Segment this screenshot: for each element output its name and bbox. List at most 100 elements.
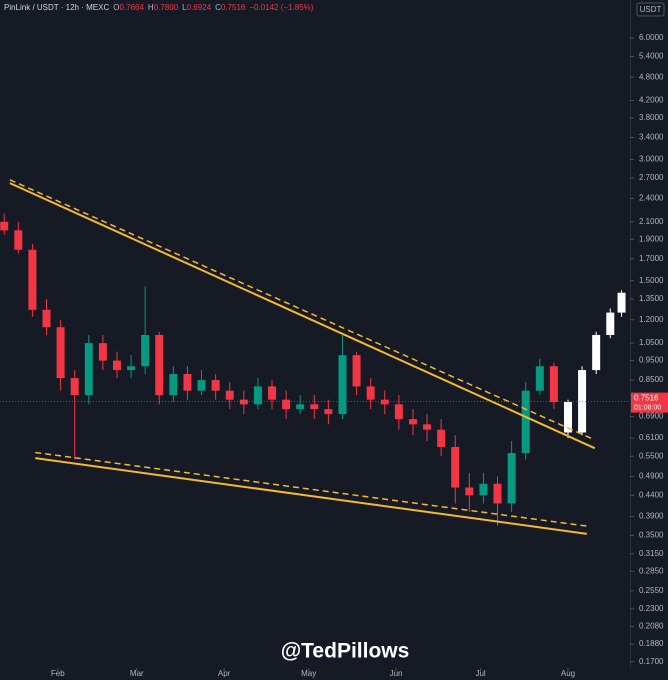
candle-body [14,230,23,250]
candle-body [127,366,136,371]
y-tick-label: 4.8000 [639,72,664,81]
candle-body [169,374,178,396]
y-tick-label: 0.6100 [639,433,664,442]
candle-body [253,386,262,405]
y-tick-label: 0.8500 [639,375,664,384]
candle-body [42,309,51,328]
candle-body [521,390,530,454]
currency[interactable]: USDT [640,5,662,14]
symbol: PinLink / USDT · 12h · MEXC [4,3,109,12]
candle-body [592,334,601,371]
candle-body [310,404,319,410]
y-tick-label: 1.0500 [639,338,664,347]
candle-body [549,366,558,402]
y-tick-label: 0.1700 [639,657,664,666]
y-tick-label: 0.4900 [639,472,664,481]
y-tick-label: 5.4000 [639,52,664,61]
candle-body [324,409,333,415]
candle-body [296,404,305,410]
countdown: 01:08:00 [634,404,661,411]
y-tick-label: 0.1880 [639,639,664,648]
y-tick-label: 6.0000 [639,33,664,42]
y-tick-label: 1.9000 [639,234,664,243]
y-tick-label: 0.2550 [639,586,664,595]
x-tick-label: May [301,669,316,678]
candle-body [56,327,65,379]
candle-body [28,249,37,310]
candle-body [338,355,347,415]
candle-body [98,343,107,361]
candle-body [268,386,277,400]
y-tick-label: 0.2850 [639,566,664,575]
trendline [35,457,588,535]
candle-body [197,380,206,391]
candle-body [408,419,417,425]
y-tick-label: 3.8000 [639,113,664,122]
x-tick-label: Mar [130,669,144,678]
y-tick-label: 0.4400 [639,490,664,499]
x-tick-label: Apr [218,669,231,678]
currency-box[interactable] [636,2,665,17]
low-label: L [182,3,187,12]
y-tick-label: 0.2080 [639,622,664,631]
last-price-label: 0.7516 [634,394,659,403]
candle-body [437,429,446,447]
y-tick-label: 0.6900 [639,412,664,421]
trendline [9,182,596,450]
candle-body [141,334,150,367]
price-label-box [631,392,668,413]
candle-body [211,380,220,391]
candle-body [84,343,93,396]
candle-body [465,487,474,496]
plot-area [0,179,626,535]
candle-body [535,366,544,391]
candle-body [282,399,291,410]
x-tick-label: Jun [390,669,403,678]
watermark: @TedPillows [281,640,410,663]
y-tick-label: 2.1000 [639,217,664,226]
candle-body [70,378,79,396]
y-tick-label: 3.4000 [639,133,664,142]
candle-body [0,221,9,231]
y-tick-label: 1.5000 [639,276,664,285]
candle-body [479,483,488,496]
candle-body [451,446,460,488]
y-tick-label: 1.2000 [639,315,664,324]
header: PinLink / USDT · 12h · MEXC O0.7664 H0.780… [4,3,314,12]
candle-body [423,424,432,430]
candle-body [606,312,615,335]
candle-body [155,334,164,396]
y-tick-label: 2.4000 [639,194,664,203]
low-value: 0.6924 [187,3,212,12]
candle-body [493,483,502,504]
y-tick-label: 0.9500 [639,356,664,365]
trendline [9,179,596,441]
close-value: 0.7516 [221,3,246,12]
x-tick-label: Jul [475,669,485,678]
candle-body [617,292,626,313]
y-tick-label: 0.3150 [639,549,664,558]
candle-body [366,386,375,400]
y-tick-label: 1.7000 [639,254,664,263]
y-tick-label: 2.7000 [639,173,664,182]
y-tick-label: 0.2300 [639,604,664,613]
candle-body [352,355,361,387]
candle-body [563,401,572,433]
x-tick-label: Aug [561,669,575,678]
candle-body [225,390,234,400]
high-value: 0.7800 [154,3,179,12]
close-label: C [215,3,221,12]
trendline [35,451,587,527]
open-value: 0.7664 [119,3,144,12]
candle-body [507,453,516,504]
y-tick-label: 0.5500 [639,451,664,460]
candle-body [112,360,121,371]
x-tick-label: Feb [51,669,65,678]
y-tick-label: 1.3500 [639,294,664,303]
high-label: H [148,3,154,12]
candle-body [394,404,403,420]
y-tick-label: 0.3500 [639,530,664,539]
open-label: O [113,3,119,12]
